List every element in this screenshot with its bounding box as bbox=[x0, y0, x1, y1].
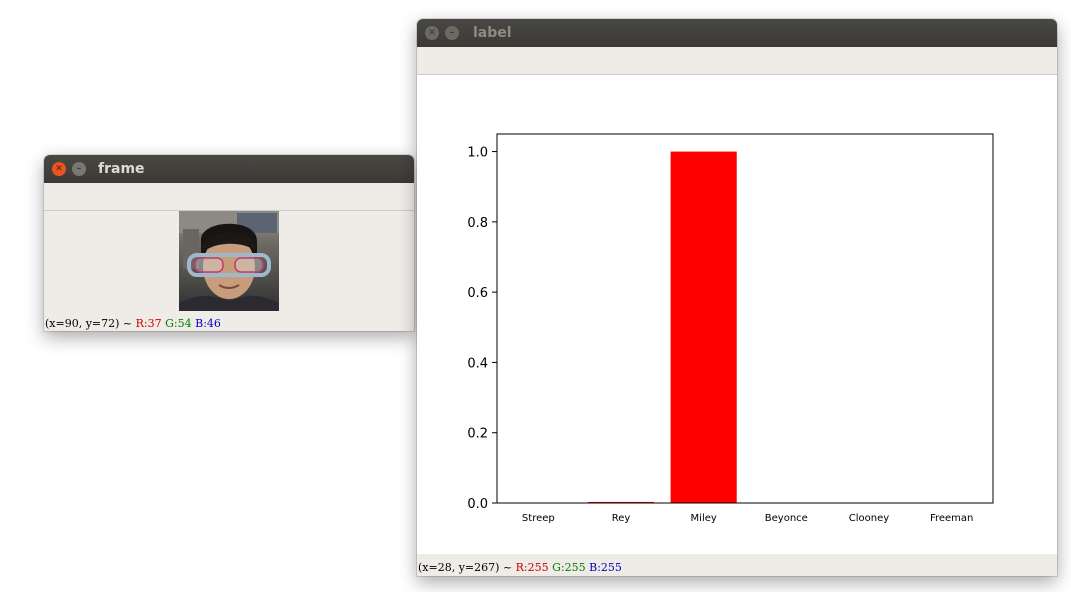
status-text: (x=28, y=267) ~ R:255 G:255 B:255 bbox=[418, 561, 622, 574]
x-tick-label: Miley bbox=[691, 513, 717, 524]
y-tick-label: 0.2 bbox=[467, 427, 488, 442]
red-value: R:255 bbox=[515, 561, 549, 574]
minimize-icon[interactable]: – bbox=[445, 26, 459, 40]
status-bar: (x=28, y=267) ~ R:255 G:255 B:255 bbox=[417, 554, 1057, 576]
bar-chart: Streep Rey Miley Beyonce Clooney Freeman 0.0 0.… bbox=[467, 133, 994, 524]
webcam-image bbox=[179, 211, 279, 311]
frame-window: ✕ – frame (x=90, y=72) ~ R:37 G:54 B:46 bbox=[44, 155, 414, 331]
frame-titlebar[interactable]: ✕ – frame bbox=[44, 155, 414, 183]
x-tick-label: Beyonce bbox=[765, 513, 808, 524]
label-window: ✕ – label Streep Rey Miley Beyonce Clooney Fr… bbox=[417, 19, 1057, 576]
window-title: frame bbox=[98, 161, 145, 177]
x-tick-label: Streep bbox=[522, 513, 555, 524]
green-value: G:255 bbox=[552, 561, 586, 574]
y-tick-label: 1.0 bbox=[467, 146, 488, 161]
y-tick-label: 0.0 bbox=[467, 497, 488, 512]
status-text: (x=90, y=72) ~ R:37 G:54 B:46 bbox=[45, 317, 221, 330]
chart-view[interactable]: Streep Rey Miley Beyonce Clooney Freeman 0.0 0.… bbox=[417, 75, 1057, 554]
window-title: label bbox=[473, 25, 512, 41]
green-value: G:54 bbox=[165, 317, 192, 330]
x-tick-label: Clooney bbox=[849, 513, 889, 524]
chart-bar bbox=[670, 151, 737, 504]
y-tick-label: 0.8 bbox=[467, 216, 488, 231]
frame-toolbar bbox=[44, 183, 414, 211]
camera-view[interactable] bbox=[44, 211, 414, 321]
blue-value: B:46 bbox=[195, 317, 221, 330]
blue-value: B:255 bbox=[589, 561, 622, 574]
plot-frame bbox=[496, 133, 994, 504]
x-tick-label: Freeman bbox=[930, 513, 973, 524]
minimize-icon[interactable]: – bbox=[72, 162, 86, 176]
coords-readout: (x=90, y=72) ~ bbox=[45, 317, 136, 330]
y-tick-label: 0.4 bbox=[467, 356, 488, 371]
label-titlebar[interactable]: ✕ – label bbox=[417, 19, 1057, 47]
chart-bar bbox=[587, 501, 655, 503]
close-icon[interactable]: ✕ bbox=[425, 26, 439, 40]
coords-readout: (x=28, y=267) ~ bbox=[418, 561, 516, 574]
label-toolbar bbox=[417, 47, 1057, 75]
red-value: R:37 bbox=[135, 317, 162, 330]
x-tick-label: Rey bbox=[612, 513, 631, 524]
close-icon[interactable]: ✕ bbox=[52, 162, 66, 176]
y-tick-label: 0.6 bbox=[467, 286, 488, 301]
